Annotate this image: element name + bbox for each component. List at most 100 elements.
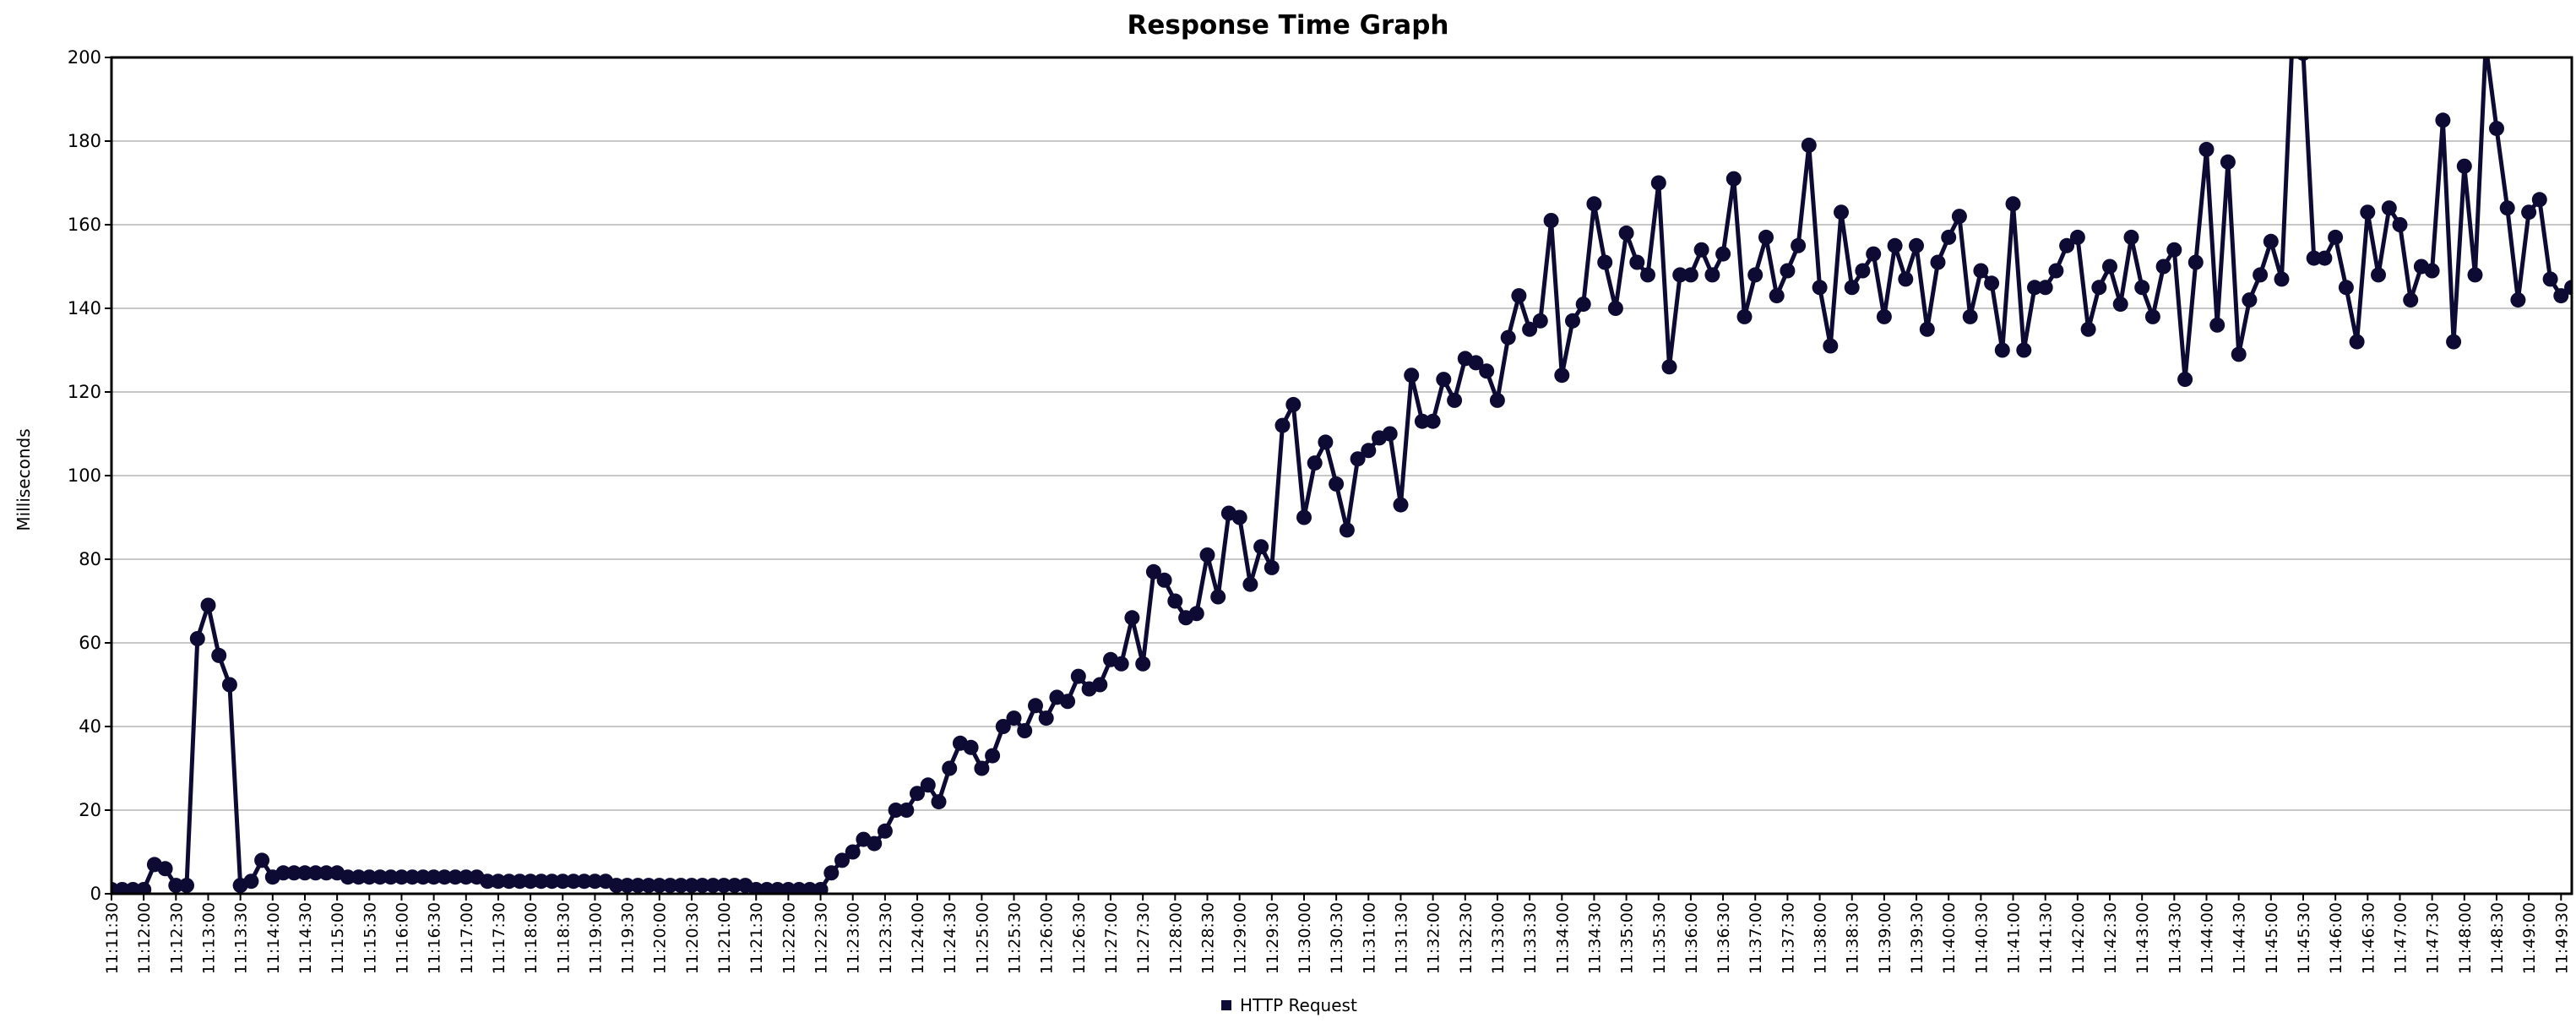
data-point [877,823,893,839]
data-point [2112,297,2128,313]
x-tick-label: 11:18:00 [522,902,541,974]
data-point [1812,280,1828,296]
legend-swatch [1221,1000,1231,1010]
data-point [1586,196,1602,212]
data-point [1404,367,1420,384]
data-point [1318,434,1334,450]
x-tick-label: 11:32:00 [1425,902,1443,974]
data-point [480,873,496,890]
data-point [1511,288,1527,304]
data-point [1661,359,1677,375]
data-point [1672,267,1688,283]
data-point [2080,321,2096,337]
x-tick-label: 11:36:30 [1715,902,1733,974]
data-point [275,865,291,881]
data-point [834,852,850,868]
x-tick-label: 11:39:30 [1908,902,1927,974]
data-point [1113,656,1129,672]
x-tick-label: 11:35:00 [1618,902,1637,974]
x-tick-label: 11:14:30 [296,902,315,974]
data-point [1994,342,2010,358]
data-point [2360,204,2376,220]
data-point [1876,308,1892,324]
data-point [1554,367,1570,384]
data-point [351,869,367,885]
data-point [1006,710,1022,727]
data-point [899,803,915,818]
data-point [2510,292,2526,308]
data-point [2198,141,2215,157]
x-tick-label: 11:24:30 [941,902,959,974]
x-tick-label: 11:24:00 [909,902,927,974]
data-point [641,878,656,894]
x-tick-label: 11:37:30 [1779,902,1797,974]
x-tick-label: 11:38:30 [1844,902,1862,974]
data-point [501,873,517,890]
data-point [1199,547,1215,563]
data-point [2037,280,2053,296]
data-point [544,873,560,890]
data-point [1285,396,1302,412]
x-tick-label: 11:19:00 [586,902,605,974]
x-tick-label: 11:44:30 [2231,902,2249,974]
data-point [1758,229,1774,245]
x-axis-ticks: 11:11:30 11:12:00 11:12:30 11:13:00 11:13:30… [103,894,2571,974]
data-point [812,882,829,894]
data-point [243,873,259,890]
data-point [2317,250,2333,266]
data-point [555,873,571,890]
x-tick-label: 11:33:30 [1521,902,1540,974]
data-point [1984,275,2000,291]
x-tick-label: 11:13:30 [232,902,251,974]
x-tick-label: 11:26:00 [1038,902,1057,974]
data-point [1941,229,1957,245]
x-tick-label: 11:23:30 [877,902,895,974]
data-point [426,869,442,885]
data-point [716,878,732,894]
x-tick-label: 11:16:00 [393,902,411,974]
data-point [2478,37,2493,52]
data-point [1070,668,1086,684]
data-point [490,873,506,890]
data-point [157,861,173,877]
data-point [523,873,539,890]
data-point [1951,209,1967,225]
data-point [1264,559,1280,575]
data-point [415,869,431,885]
x-tick-label: 11:26:30 [1070,902,1089,974]
data-point [1145,563,1161,580]
data-point [2403,292,2419,308]
data-point [1780,263,1796,279]
data-point [888,803,904,818]
data-point [2144,308,2160,324]
x-tick-label: 11:46:00 [2327,902,2345,974]
data-point [2091,280,2107,296]
data-point [1479,363,1495,379]
x-tick-label: 11:21:00 [715,902,734,974]
data-point [2253,267,2269,283]
data-point [136,882,152,894]
data-point [726,878,742,894]
data-point [2371,267,2386,283]
x-tick-label: 11:35:30 [1650,902,1669,974]
x-tick-label: 11:43:00 [2133,902,2152,974]
y-tick-label: 100 [68,465,101,486]
data-point [286,865,302,881]
data-point [963,739,979,755]
data-point [307,865,323,881]
data-point [1791,237,1807,253]
data-point [211,647,227,663]
data-point [448,869,464,885]
chart-title: Response Time Graph [1128,10,1449,41]
data-point [297,865,312,881]
data-point [910,786,925,802]
x-tick-label: 11:22:30 [812,902,831,974]
data-point [1350,451,1366,467]
x-tick-label: 11:39:00 [1876,902,1894,974]
plot-area-border [110,56,2573,895]
x-tick-label: 11:15:00 [329,902,347,974]
x-tick-label: 11:47:00 [2391,902,2410,974]
data-point [2263,233,2279,249]
series-http-request [111,37,2572,894]
